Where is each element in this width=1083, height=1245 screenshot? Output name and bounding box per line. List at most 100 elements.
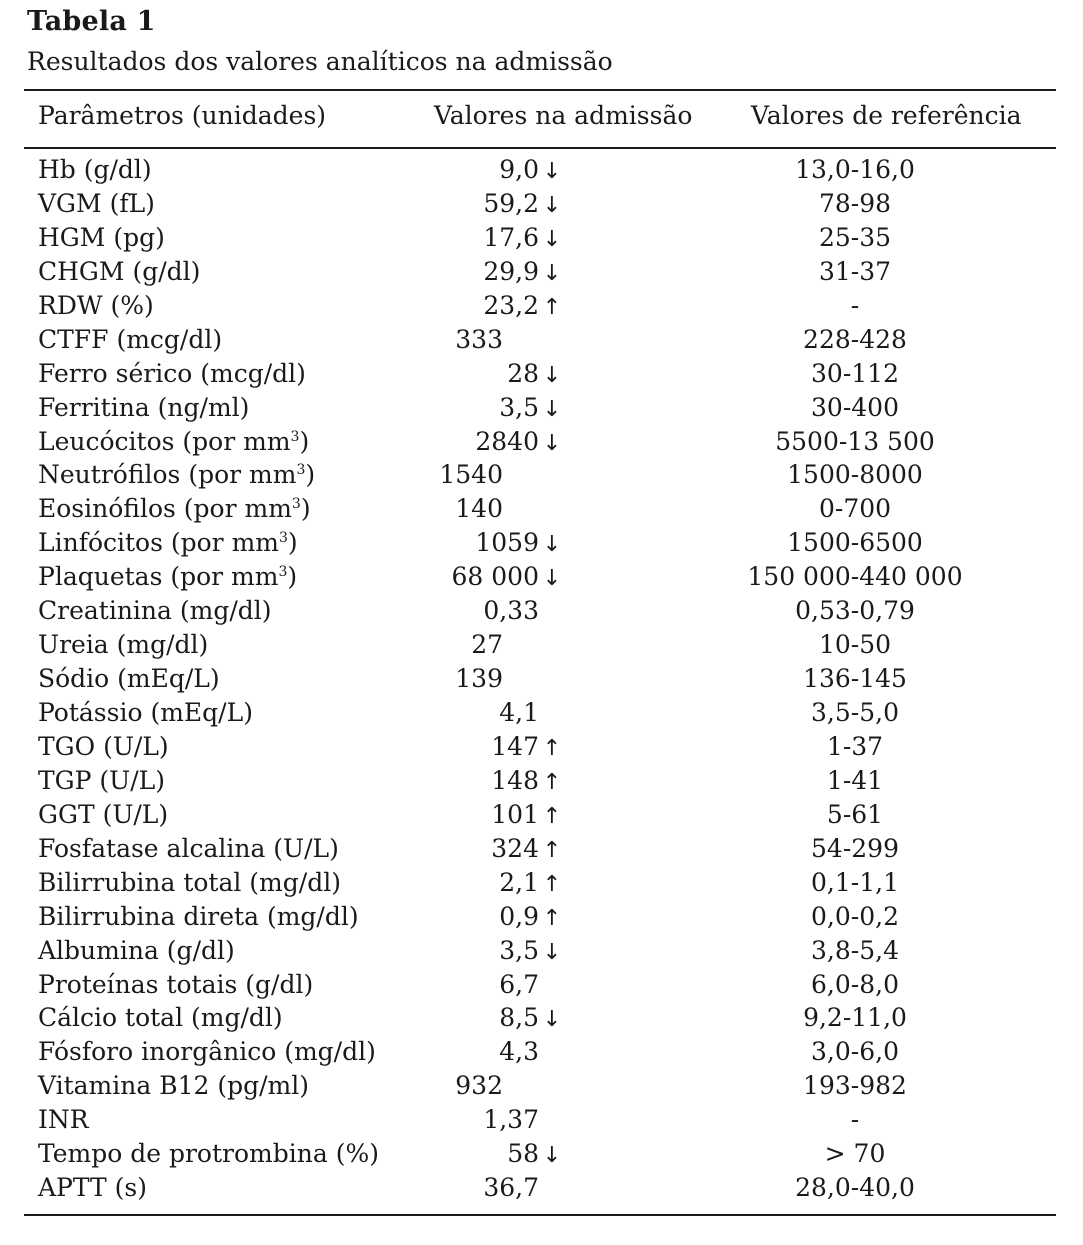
admission-value: 23,2: [483, 290, 539, 320]
reference-value-cell: 31-37: [818, 256, 892, 286]
admission-value-cell: 28 ↓: [507, 357, 565, 393]
admission-value-cell: 23,2 ↑: [483, 289, 565, 325]
table-row: Cálcio total (mg/dl) 8,5 ↓ 9,2-11,0: [0, 1001, 1083, 1035]
parameter-cell: Bilirrubina total (mg/dl): [38, 867, 341, 897]
admission-value-cell: 139↓: [455, 662, 529, 698]
admission-value: 6,7: [499, 969, 539, 999]
parameter-cell: Bilirrubina direta (mg/dl): [38, 901, 359, 931]
header-admission-values: Valores na admissão: [434, 101, 693, 130]
parameter-cell: Ferro sérico (mcg/dl): [38, 358, 306, 388]
table-row: VGM (fL) 59,2 ↓ 78-98: [0, 187, 1083, 221]
admission-value: 324: [491, 833, 539, 863]
reference-value-cell: 3,5-5,0: [811, 698, 899, 727]
table-row: Neutrófilos (por mm3) 1540↓ 1500-8000: [0, 458, 1083, 492]
reference-value-cell: 6,0-8,0: [811, 969, 899, 999]
admission-value: 4,1: [499, 698, 539, 727]
arrow-up-icon: ↑: [542, 735, 562, 761]
parameter-cell: VGM (fL): [38, 188, 155, 218]
admission-value-cell: 1540↓: [439, 458, 529, 494]
reference-value-cell: 30-112: [811, 358, 899, 388]
table-row: Bilirrubina direta (mg/dl) 0,9 ↑ 0,0-0,2: [0, 900, 1083, 934]
parameter-cell: Linfócitos (por mm3): [38, 528, 298, 558]
admission-value: 27: [471, 630, 503, 660]
admission-value: 148: [491, 765, 539, 795]
admission-value: 9,0: [499, 155, 539, 184]
table-row: Eosinófilos (por mm3) 140↓ 0-700: [0, 492, 1083, 526]
parameter-cell: Hb (g/dl): [38, 155, 152, 184]
parameter-cell: Sódio (mEq/L): [38, 664, 220, 694]
admission-value: 2840: [475, 426, 539, 456]
admission-value-cell: 2,1 ↑: [499, 866, 565, 902]
admission-value-cell: 4,3↓: [499, 1035, 565, 1071]
admission-value: 1540: [439, 460, 503, 490]
table-row: Leucócitos (por mm3) 2840 ↓ 5500-13 500: [0, 425, 1083, 459]
admission-value-cell: 4,1↓: [499, 696, 565, 732]
reference-value-cell: 1-37: [826, 731, 884, 761]
reference-value-cell: 78-98: [818, 188, 892, 218]
reference-value-cell: 0,1-1,1: [811, 867, 899, 897]
reference-value-cell: 136-145: [803, 664, 907, 694]
arrow-up-icon: ↑: [542, 905, 562, 931]
admission-value: 0,33: [483, 596, 539, 626]
reference-value-cell: 28,0-40,0: [795, 1173, 915, 1203]
reference-value-cell: 5500-13 500: [775, 426, 935, 456]
table-body: Hb (g/dl) 9,0 ↓ 13,0-16,0 VGM (fL) 59,2 ↓ 78-98…: [0, 153, 1083, 1205]
admission-value: 932: [455, 1071, 503, 1101]
table-row: HGM (pg) 17,6 ↓ 25-35: [0, 221, 1083, 255]
admission-value: 3,5: [499, 392, 539, 422]
arrow-up-icon: ↑: [542, 837, 562, 863]
parameter-cell: Eosinófilos (por mm3): [38, 494, 311, 524]
parameter-cell: CTFF (mcg/dl): [38, 324, 223, 354]
reference-value-cell: 1-41: [826, 765, 884, 795]
arrow-down-icon: ↓: [542, 1143, 562, 1169]
table-row: Creatinina (mg/dl) 0,33↓ 0,53-0,79: [0, 594, 1083, 628]
admission-value: 333: [455, 324, 503, 354]
table-header: Parâmetros (unidades) Valores na admissã…: [0, 101, 1083, 137]
arrow-up-icon: ↑: [542, 871, 562, 897]
arrow-down-icon: ↓: [542, 192, 562, 218]
reference-value-cell: > 70: [824, 1139, 886, 1169]
reference-value-cell: -: [850, 290, 860, 320]
table-row: RDW (%) 23,2 ↑ -: [0, 289, 1083, 323]
admission-value-cell: 932↓: [455, 1069, 529, 1105]
admission-value: 17,6: [483, 222, 539, 252]
parameter-cell: Neutrófilos (por mm3): [38, 460, 316, 490]
arrow-down-icon: ↓: [542, 939, 562, 965]
header-parameters: Parâmetros (unidades): [38, 101, 327, 130]
admission-value-cell: 147 ↑: [491, 730, 565, 766]
parameter-cell: Albumina (g/dl): [38, 935, 235, 965]
reference-value-cell: 1500-8000: [787, 460, 923, 490]
parameter-cell: APTT (s): [38, 1173, 147, 1203]
parameter-cell: Potássio (mEq/L): [38, 698, 253, 727]
arrow-up-icon: ↑: [542, 769, 562, 795]
admission-value-cell: 6,7↓: [499, 968, 565, 1004]
table-row: Ferritina (ng/ml) 3,5 ↓ 30-400: [0, 391, 1083, 425]
table-row: GGT (U/L) 101 ↑ 5-61: [0, 798, 1083, 832]
parameter-cell: HGM (pg): [38, 222, 165, 252]
admission-value: 2,1: [499, 867, 539, 897]
parameter-cell: Vitamina B12 (pg/ml): [38, 1071, 309, 1101]
reference-value-cell: 0,0-0,2: [811, 901, 899, 931]
parameter-cell: INR: [38, 1105, 89, 1135]
arrow-down-icon: ↓: [542, 226, 562, 252]
admission-value-cell: 17,6 ↓: [483, 221, 565, 257]
table-row: Hb (g/dl) 9,0 ↓ 13,0-16,0: [0, 153, 1083, 187]
admission-value-cell: 1059 ↓: [475, 526, 565, 562]
parameter-cell: Fósforo inorgânico (mg/dl): [38, 1037, 376, 1067]
admission-value: 29,9: [483, 256, 539, 286]
parameter-cell: GGT (U/L): [38, 799, 169, 829]
admission-value-cell: 0,33↓: [483, 594, 565, 630]
table-row: Fosfatase alcalina (U/L) 324 ↑ 54-299: [0, 832, 1083, 866]
reference-value-cell: 0-700: [818, 494, 892, 524]
table-row: INR 1,37↓ -: [0, 1103, 1083, 1137]
table-row: Sódio (mEq/L) 139↓ 136-145: [0, 662, 1083, 696]
reference-value-cell: 150 000-440 000: [747, 562, 963, 592]
admission-value-cell: 59,2 ↓: [483, 187, 565, 223]
arrow-up-icon: ↑: [542, 294, 562, 320]
header-reference-values: Valores de referência: [751, 101, 1022, 130]
admission-value-cell: 324 ↑: [491, 832, 565, 868]
table-row: Vitamina B12 (pg/ml) 932↓ 193-982: [0, 1069, 1083, 1103]
admission-value: 4,3: [499, 1037, 539, 1067]
admission-value-cell: 3,5 ↓: [499, 934, 565, 970]
table-row: CHGM (g/dl) 29,9 ↓ 31-37: [0, 255, 1083, 289]
